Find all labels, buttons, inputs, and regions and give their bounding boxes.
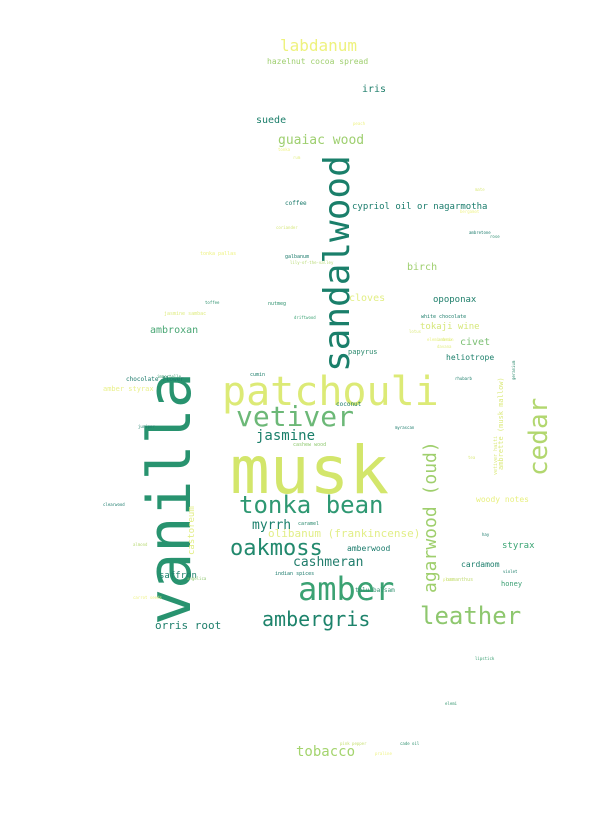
word: saffron bbox=[159, 571, 197, 581]
word: nutmeg bbox=[268, 301, 287, 307]
word: coffee bbox=[285, 200, 307, 207]
word: immortelle bbox=[157, 374, 182, 379]
word: rose bbox=[490, 234, 500, 239]
word: olibanum (frankincense) bbox=[268, 527, 421, 540]
word: tonka bbox=[278, 147, 291, 152]
word: cloves bbox=[349, 293, 386, 304]
word: cashew wood bbox=[293, 442, 327, 448]
word: geranium bbox=[511, 360, 516, 380]
word: cypriol oil or nagarmotha bbox=[352, 202, 488, 212]
word: clearwood bbox=[103, 502, 125, 507]
word: opoponax bbox=[433, 295, 477, 305]
word: orris root bbox=[155, 619, 222, 632]
word: labdanum bbox=[280, 36, 358, 55]
word: chocolate flower bbox=[126, 376, 184, 383]
word: tobacco bbox=[296, 744, 356, 760]
word: jasmine bbox=[256, 428, 316, 444]
word: mate bbox=[475, 187, 485, 192]
word: amber bbox=[298, 570, 395, 608]
word: peach bbox=[353, 121, 366, 126]
word: jasmine sambac bbox=[164, 311, 207, 317]
word: papyrus bbox=[348, 348, 378, 356]
word: guaiac wood bbox=[278, 133, 365, 148]
word: coconut bbox=[336, 401, 362, 408]
word: tonka bean bbox=[239, 491, 384, 519]
word: suede bbox=[256, 115, 287, 126]
word: coriander bbox=[276, 225, 298, 230]
word: ambergris bbox=[262, 607, 371, 631]
word: hay bbox=[482, 532, 490, 537]
word: castoreum bbox=[187, 506, 197, 555]
word: amber styrax bbox=[103, 385, 154, 393]
word: civet bbox=[460, 337, 491, 348]
word: myrrh bbox=[252, 518, 292, 533]
word: cade oil bbox=[400, 741, 420, 746]
word: elemi resin bbox=[427, 337, 454, 342]
word: leather bbox=[420, 602, 522, 630]
word: hazelnut cocoa spread bbox=[267, 57, 369, 66]
word: cashmeran bbox=[293, 555, 364, 570]
word: indian spices bbox=[275, 571, 315, 577]
word: cumin bbox=[250, 372, 266, 378]
word: lipstick bbox=[475, 656, 495, 661]
word: ambretone bbox=[469, 230, 491, 235]
word: davana bbox=[437, 344, 452, 349]
word: tonka pallas bbox=[200, 251, 237, 257]
word: lotus bbox=[409, 329, 422, 334]
word: osmanthus bbox=[446, 577, 474, 583]
word: ambrox bbox=[438, 337, 453, 342]
word: ambroxan bbox=[150, 325, 199, 336]
word: bergamot bbox=[460, 209, 480, 214]
word: agarwood (oud) bbox=[420, 441, 441, 593]
word: heliotrope bbox=[446, 353, 495, 362]
word: plum bbox=[443, 577, 453, 582]
word: tokaji wine bbox=[420, 322, 480, 332]
word: cedar bbox=[524, 397, 554, 476]
word: styrax bbox=[502, 541, 535, 551]
word: lily-of-the-valley bbox=[290, 260, 334, 265]
word: woody notes bbox=[476, 495, 529, 504]
word: driftwood bbox=[294, 315, 316, 320]
word: juniper bbox=[138, 424, 155, 429]
word: galbanum bbox=[285, 254, 310, 260]
word: amberwood bbox=[347, 544, 391, 553]
word: ambrette (musk mallow) bbox=[497, 377, 505, 470]
word: caramel bbox=[298, 521, 320, 527]
word: pink pepper bbox=[340, 741, 367, 746]
word: white chocolate bbox=[421, 314, 467, 320]
word: oakmoss bbox=[230, 536, 323, 561]
word: carrot seeds bbox=[133, 595, 162, 600]
word: angelica bbox=[187, 576, 207, 581]
word: almond bbox=[133, 542, 148, 547]
word: tolu balsam bbox=[355, 587, 395, 594]
word: vanilla bbox=[135, 372, 205, 625]
word: vetiver bbox=[236, 400, 355, 433]
word: iris bbox=[362, 84, 387, 95]
word: musk bbox=[230, 432, 389, 509]
word: tea bbox=[468, 455, 476, 460]
word: birch bbox=[407, 262, 438, 273]
word: honey bbox=[501, 580, 523, 588]
word: rum bbox=[293, 155, 301, 160]
word: elemi bbox=[445, 701, 458, 706]
word: toffee bbox=[205, 300, 220, 305]
word: cardamom bbox=[461, 560, 500, 569]
word: violet bbox=[503, 569, 518, 574]
word: rhubarb bbox=[455, 376, 472, 381]
word: praline bbox=[375, 751, 392, 756]
word: patchouli bbox=[222, 369, 439, 415]
word: myrascan bbox=[395, 425, 415, 430]
